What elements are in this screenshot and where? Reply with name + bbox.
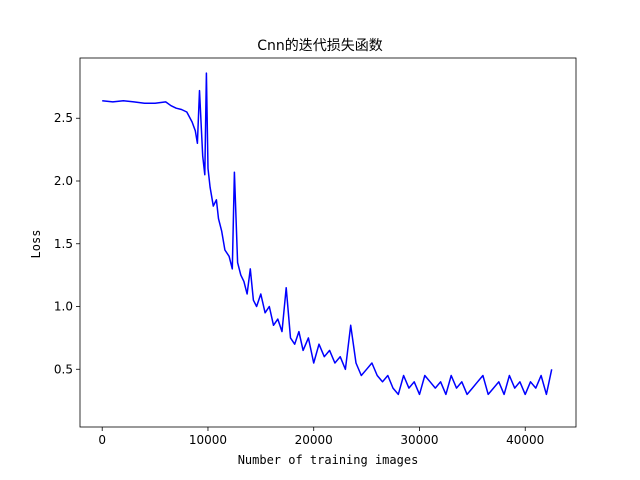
x-tick-label: 0 [98,433,106,447]
x-axis-title: Number of training images [238,453,419,467]
x-tick-label: 10000 [189,433,227,447]
y-axis-title: Loss [29,230,43,259]
y-tick-label: 2.0 [54,174,73,188]
y-tick-label: 1.5 [54,237,73,251]
plot-frame [79,57,577,428]
plot-area: 0 10000 20000 30000 40000 0.5 1.0 1.5 2.0 2.5 [54,57,577,447]
y-tick-label: 1.0 [54,300,73,314]
loss-line [102,72,553,396]
x-tick-label: 40000 [506,433,544,447]
chart-title: Cnn的迭代损失函数 [257,38,383,54]
x-tick-label: 30000 [400,433,438,447]
y-tick-label: 2.5 [54,111,73,125]
x-tick-label: 20000 [295,433,333,447]
y-tick-label: 0.5 [54,362,73,376]
